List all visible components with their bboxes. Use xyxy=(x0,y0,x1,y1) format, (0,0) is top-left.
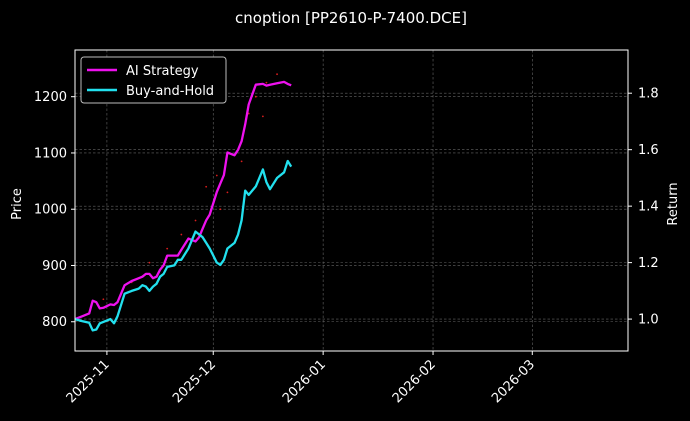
grid-lines xyxy=(75,50,628,351)
y-axis-right-label: Return xyxy=(666,182,681,225)
y-left-tick-label: 800 xyxy=(42,315,67,330)
price-point xyxy=(194,219,197,222)
price-point xyxy=(276,73,278,76)
buy-and-hold-line xyxy=(74,159,293,332)
y-axis-left-label: Price xyxy=(10,188,25,220)
y-left-tick-label: 1200 xyxy=(34,90,67,105)
price-point xyxy=(205,185,208,188)
price-point xyxy=(148,261,151,264)
price-point xyxy=(166,247,169,250)
y-left-tick-label: 1100 xyxy=(34,146,67,161)
y-right-tick-label: 1.0 xyxy=(638,313,659,328)
price-point xyxy=(219,208,222,211)
legend-box xyxy=(80,56,227,104)
plot-frame xyxy=(74,49,629,352)
legend-label-ai-strategy: AI Strategy xyxy=(126,64,199,79)
y-left-tick-label: 900 xyxy=(42,259,67,274)
y-right-tick-label: 1.4 xyxy=(638,200,659,215)
price-points xyxy=(102,73,278,301)
price-point xyxy=(180,233,183,236)
chart-title: cnoption [PP2610-P-7400.DCE] xyxy=(235,9,467,27)
legend-label-buy-and-hold: Buy-and-Hold xyxy=(126,84,214,99)
price-point xyxy=(265,81,268,84)
price-point xyxy=(215,174,218,177)
y-right-tick-label: 1.2 xyxy=(638,256,659,271)
y-right-tick-label: 1.6 xyxy=(638,143,659,158)
price-point xyxy=(102,298,105,301)
series-lines xyxy=(74,80,293,332)
legend: AI Strategy Buy-and-Hold xyxy=(80,56,227,104)
ai-strategy-line xyxy=(74,80,292,321)
price-point xyxy=(261,115,264,118)
y-left-tick-label: 1000 xyxy=(34,203,67,218)
price-point xyxy=(226,191,229,194)
price-point xyxy=(254,95,257,98)
y-right-tick-label: 1.8 xyxy=(638,87,659,102)
price-point xyxy=(240,160,243,163)
